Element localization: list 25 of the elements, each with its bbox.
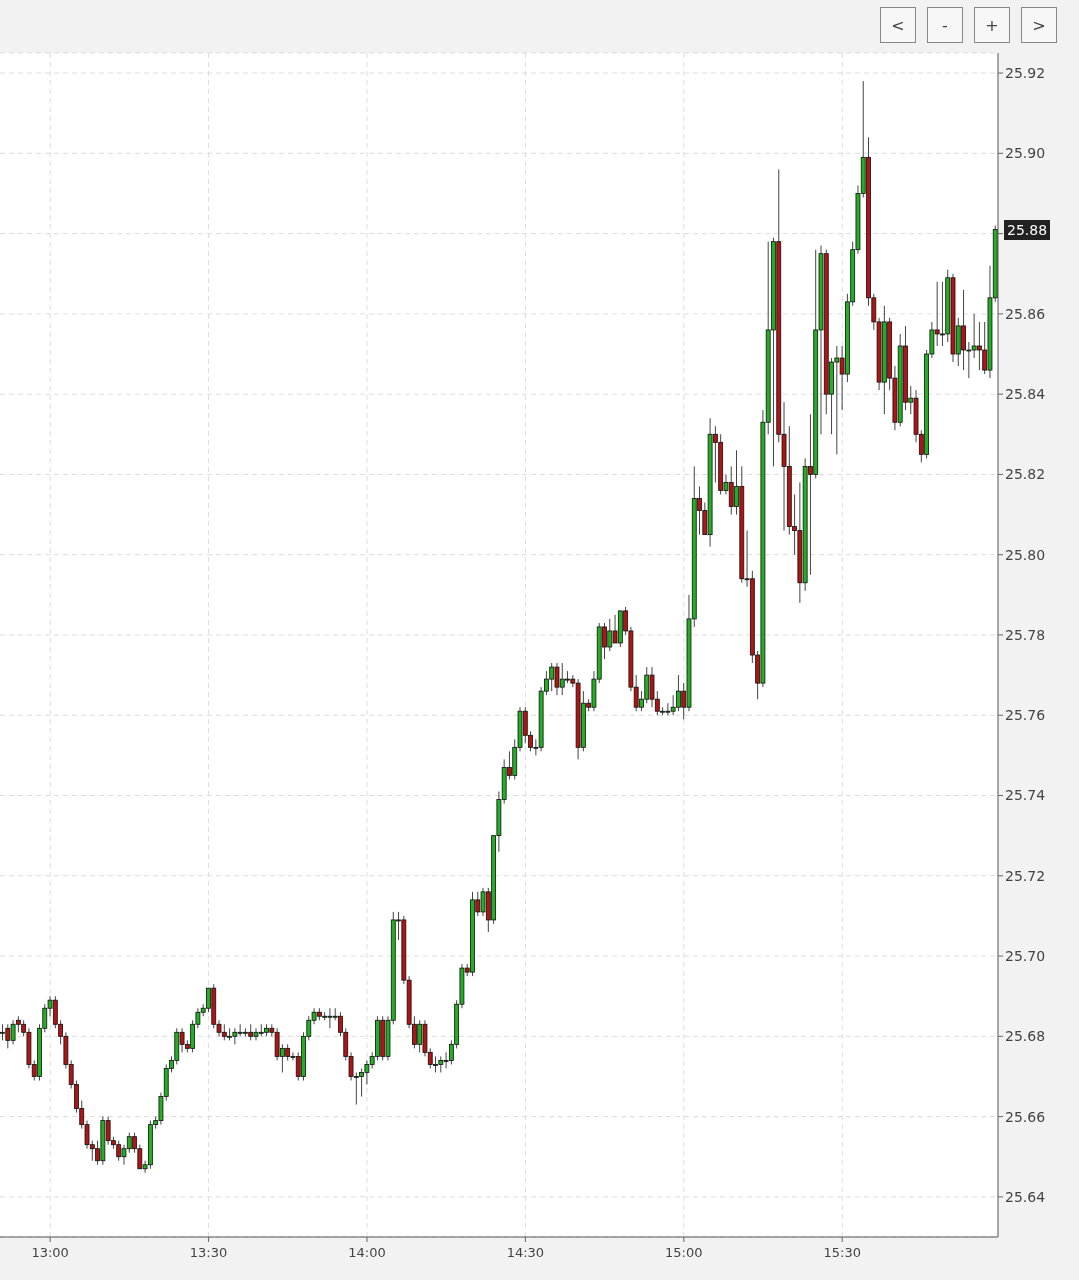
y-tick-label: 25.70: [1005, 948, 1046, 965]
x-tick-label: 13:30: [189, 1245, 228, 1260]
y-tick-label: 25.78: [1005, 626, 1046, 643]
y-tick-label: 25.72: [1005, 867, 1046, 884]
y-tick-label: 25.90: [1005, 145, 1046, 162]
chart-button: +: [974, 7, 1010, 43]
y-tick-label: 25.64: [1005, 1188, 1046, 1205]
y-tick-label: 25.92: [1005, 65, 1046, 82]
x-tick-label: 13:00: [31, 1245, 69, 1260]
x-tick-label: 15:00: [665, 1245, 703, 1260]
price-tag: 25.88: [1004, 219, 1051, 240]
y-tick-label: 25.84: [1005, 386, 1046, 403]
chart-button: -: [927, 7, 963, 43]
x-tick-label: 14:00: [348, 1245, 386, 1260]
chart-button: <: [880, 7, 916, 43]
x-tick-label: 14:30: [506, 1245, 545, 1260]
y-tick-label: 25.74: [1005, 787, 1046, 804]
x-tick-label: 15:30: [823, 1245, 861, 1260]
y-tick-label: 25.76: [1005, 707, 1046, 724]
y-tick-label: 25.66: [1005, 1108, 1046, 1125]
y-tick-label: 25.82: [1005, 466, 1046, 483]
y-tick-label: 25.80: [1005, 546, 1046, 563]
y-tick-label: 25.68: [1005, 1028, 1046, 1045]
chart-button: >: [1021, 7, 1057, 43]
y-tick-label: 25.86: [1005, 305, 1046, 322]
